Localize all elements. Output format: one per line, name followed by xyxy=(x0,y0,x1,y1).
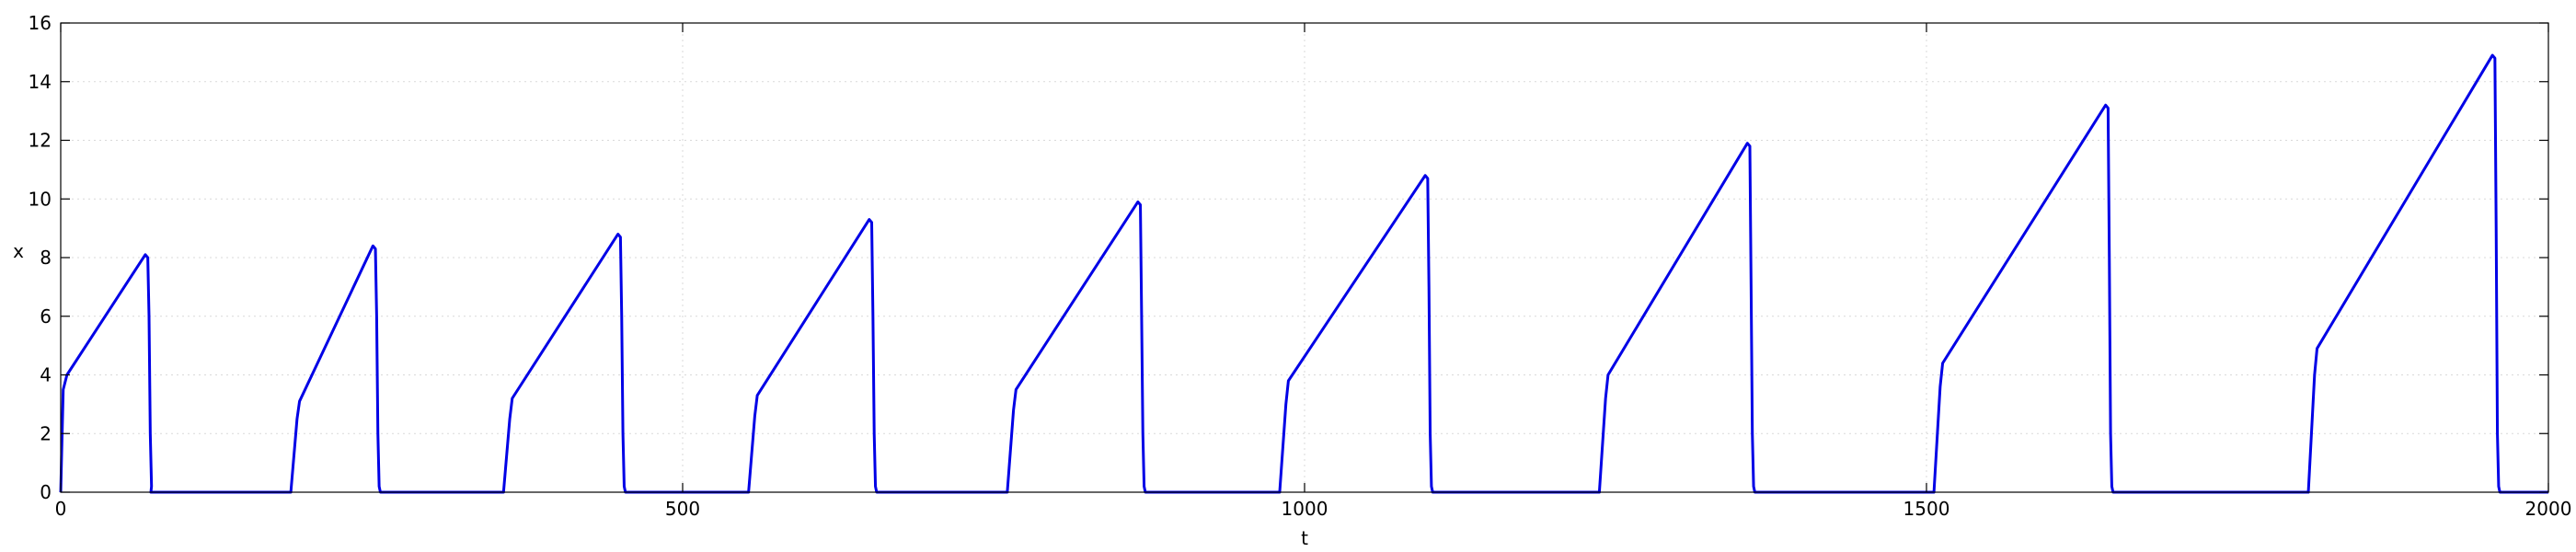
y-tick-label: 4 xyxy=(40,364,52,386)
x-tick-label: 500 xyxy=(665,498,700,520)
y-tick-label: 2 xyxy=(40,422,52,444)
y-tick-label: 10 xyxy=(29,188,52,210)
y-tick-label: 6 xyxy=(40,305,52,328)
tick-layer: 0 500 1000 1500 2000 0 2 4 6 8 10 12 14 16 xyxy=(29,12,2572,520)
y-axis-label: x xyxy=(13,240,24,262)
y-tick-label: 16 xyxy=(29,12,52,34)
y-tick-label: 12 xyxy=(29,130,52,152)
grid xyxy=(61,23,2548,492)
y-tick-label: 14 xyxy=(29,71,52,93)
x-tick-label: 2000 xyxy=(2525,498,2572,520)
x-tick-label: 1500 xyxy=(1903,498,1950,520)
x-tick-label: 0 xyxy=(55,498,67,520)
series-layer xyxy=(59,53,2548,494)
y-tick-label: 0 xyxy=(40,481,52,503)
y-tick-label: 8 xyxy=(40,247,52,269)
series-line xyxy=(59,53,2548,494)
x-tick-label: 1000 xyxy=(1282,498,1328,520)
x-axis-label: t xyxy=(1301,527,1308,549)
